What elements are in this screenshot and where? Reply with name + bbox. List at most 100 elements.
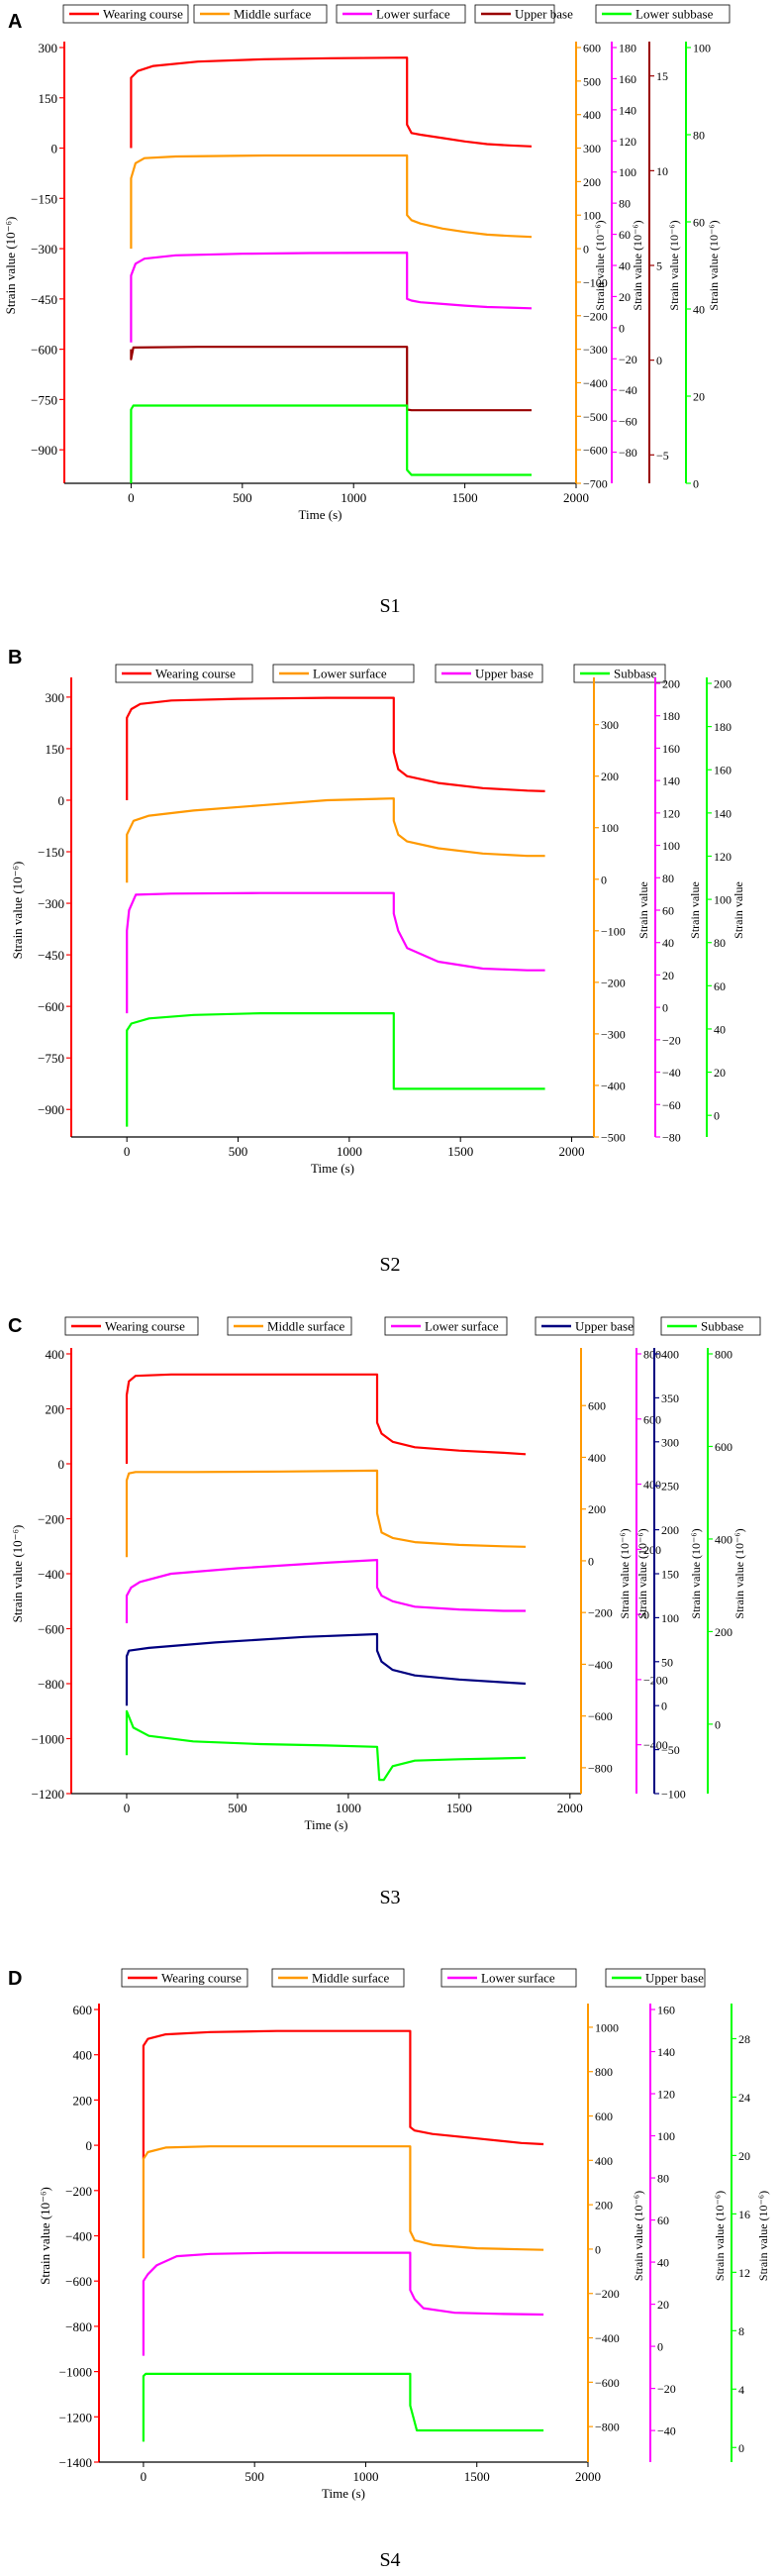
y-tick-label: 80 [714,936,726,950]
legend-box [605,1968,706,1988]
x-tick-label: 0 [124,1801,131,1815]
y-tick-label: 400 [73,2048,93,2063]
y-tick-label: 20 [619,290,631,304]
x-tick-label: 0 [124,1144,131,1159]
legend-label: Lower surface [376,7,450,22]
y-tick-label: −50 [661,1743,680,1757]
y-tick-label: −1400 [59,2455,92,2470]
legend-label: Upper base [575,1319,634,1334]
y-tick-label: −900 [31,443,57,458]
x-tick-label: 500 [233,490,252,505]
y-tick-label: −150 [31,191,57,206]
y-tick-label: 200 [643,1543,661,1557]
y-tick-label: 16 [738,2208,750,2221]
chart-panel-a: A Wearing course Middle surface Lower surfa… [3,4,731,617]
legend-label: Lower surface [425,1319,499,1334]
legend-entry: Lower surface [336,4,466,24]
y-axis-right: 0 4 8 12 16 20 24 28 Strain value (10⁻⁶) [731,2004,770,2462]
y-axis-right: −80 −60 −40 −20 0 20 40 60 80 100 120 140 160 180 200 S… [654,677,702,1145]
y-tick-label: 40 [619,259,631,273]
y-tick-label: −400 [595,2331,620,2345]
legend-label: Upper base [475,667,534,681]
y-tick-label: 180 [714,720,732,734]
series-line [126,1011,545,1127]
y-tick-label: −1200 [32,1787,64,1802]
y-tick-label: −20 [619,353,637,366]
legend-entry: Wearing course [64,1316,199,1336]
y-tick-label: −300 [31,242,57,257]
x-tick-label: 2000 [557,1801,583,1815]
y-tick-label: 100 [601,821,619,835]
y-tick-label: −400 [601,1079,626,1092]
y-tick-label: 350 [661,1391,679,1405]
legend-box [271,1968,405,1988]
y-tick-label: 150 [661,1568,679,1582]
y-tick-label: 600 [715,1440,732,1454]
y-tick-label: 140 [714,806,732,820]
y-tick-label: −800 [38,1677,64,1692]
y-tick-label: −750 [31,392,57,407]
y-tick-label: 300 [601,718,619,732]
y-tick-label: 0 [588,1554,594,1568]
y-tick-label: 160 [657,2004,675,2017]
y-tick-label: 100 [693,42,711,55]
y-tick-label: 0 [715,1717,721,1731]
y-tick-label: 200 [601,770,619,783]
y-tick-label: 0 [661,1700,667,1713]
y-tick-label: 400 [643,1478,661,1492]
y-tick-label: −300 [38,896,64,911]
y-tick-label: 250 [661,1480,679,1494]
series-line [126,797,545,883]
legend-entry: Lower surface [272,664,415,683]
y-axis-right: −80 −60 −40 −20 0 20 40 60 80 100 120 140 160 180 Stra… [611,42,644,483]
y-axis-right-label: Strain value (10⁻⁶) [632,2191,645,2281]
y-tick-label: 800 [715,1348,732,1362]
y-tick-label: −200 [595,2287,620,2301]
legend-box [336,4,466,24]
y-tick-label: −600 [65,2274,92,2289]
y-tick-label: −1000 [32,1732,64,1747]
legend-label: Middle surface [312,1971,390,1986]
y-axis-right: −800 −600 −400 −200 0 200 400 600 800 1000 Strain … [587,2004,645,2462]
y-tick-label: 40 [693,303,705,317]
y-tick-label: 400 [595,2154,613,2168]
y-tick-label: 400 [46,1347,65,1362]
y-tick-label: 60 [662,904,674,918]
legend-label: Wearing course [161,1971,242,1986]
y-tick-label: 100 [661,1611,679,1625]
y-tick-label: −600 [588,1709,613,1723]
series-line [126,696,545,800]
y-tick-label: −750 [38,1051,64,1066]
y-tick-label: −100 [601,924,626,938]
y-tick-label: 140 [662,774,680,788]
legend-box [595,4,731,24]
y-axis-right-label: Strain value [732,881,745,939]
y-tick-label: −600 [595,2376,620,2390]
y-tick-label: 0 [656,354,662,367]
x-tick-label: 1000 [352,2469,378,2484]
y-tick-label: 200 [595,2199,613,2213]
y-tick-label: 100 [662,839,680,853]
legend-label: Lower surface [313,667,387,681]
legend-label: Lower surface [481,1971,555,1986]
y-tick-label: −200 [65,2184,92,2199]
legend-box [64,1316,199,1336]
y-tick-label: 1000 [595,2020,619,2034]
y-tick-label: −20 [662,1033,681,1047]
legend-box [193,4,328,24]
y-tick-label: 300 [661,1435,679,1449]
legend-box [474,4,555,24]
x-axis: 0 500 1000 1500 2000 Time (s) [99,2461,601,2501]
y-tick-label: −200 [38,1512,64,1527]
legend-box [435,664,543,683]
y-tick-label: 60 [693,216,705,230]
y-tick-label: 20 [738,2149,750,2163]
y-tick-label: 100 [714,893,732,907]
y-axis-right-label: Strain value (10⁻⁶) [631,220,644,310]
y-axis-right: 0 20 40 60 80 100 120 140 160 180 200 Strain value [706,677,745,1137]
y-tick-label: 800 [643,1348,661,1362]
y-tick-label: 200 [661,1523,679,1537]
y-axis-label: Strain value (10⁻⁶) [3,217,18,315]
y-tick-label: 0 [601,873,607,886]
x-tick-label: 2000 [559,1144,585,1159]
